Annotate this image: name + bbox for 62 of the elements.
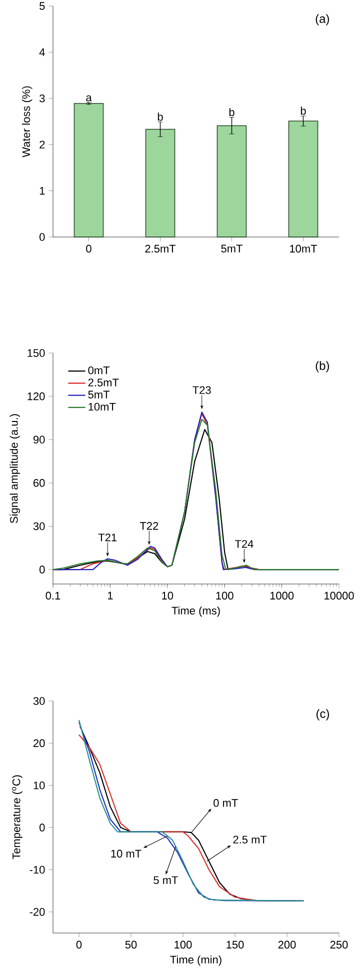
y-tick-label: 90 bbox=[33, 436, 45, 444]
x-axis-title: Time (ms) bbox=[172, 606, 220, 617]
y-tick-label: 2 bbox=[40, 140, 45, 148]
x-tick-label: 0 bbox=[86, 244, 92, 253]
x-tick-label: 2.5mT bbox=[145, 244, 176, 253]
bar bbox=[216, 125, 247, 238]
y-tick-label: 4 bbox=[39, 48, 45, 56]
x-tick-label: 10mT bbox=[290, 244, 318, 253]
x-tick-label: 1000 bbox=[270, 592, 294, 600]
y-tick-label: 20 bbox=[34, 739, 45, 748]
y-tick-label: 1 bbox=[40, 187, 45, 195]
annotation: 2.5 mT bbox=[233, 836, 267, 844]
bar bbox=[74, 103, 104, 238]
legend-label: 10mT bbox=[88, 402, 116, 411]
x-tick-label: 5mT bbox=[221, 244, 242, 252]
annotation: (c) bbox=[316, 709, 329, 720]
x-tick-label: 250 bbox=[330, 940, 348, 949]
annotation: b bbox=[300, 106, 306, 115]
x-tick-label: 100 bbox=[216, 592, 234, 600]
annotation: 5 mT bbox=[154, 876, 178, 884]
annotation: a bbox=[86, 95, 92, 102]
y-tick-label: 30 bbox=[33, 522, 45, 530]
bar bbox=[145, 128, 176, 238]
y-tick-label: 5 bbox=[40, 2, 45, 10]
annotation: T21 bbox=[98, 534, 117, 542]
y-tick-label: 0 bbox=[40, 566, 45, 574]
annotation: T24 bbox=[234, 540, 254, 548]
y-tick-label: 120 bbox=[28, 392, 45, 400]
legend-label: 5mT bbox=[88, 390, 110, 398]
y-tick-label: 30 bbox=[33, 697, 45, 705]
legend-label: 2.5mT bbox=[88, 378, 119, 386]
annotation: b bbox=[229, 108, 234, 116]
y-axis-title: Signal amplitude (a.u.) bbox=[10, 414, 20, 524]
y-tick-label: -10 bbox=[30, 866, 45, 874]
x-axis-title: Time (min) bbox=[170, 955, 222, 966]
x-tick-label: 0.1 bbox=[46, 592, 60, 600]
y-tick-label: 3 bbox=[40, 94, 45, 102]
legend-label: 0mT bbox=[88, 366, 110, 374]
y-tick-label: 10 bbox=[34, 781, 45, 790]
x-tick-label: 50 bbox=[125, 940, 137, 949]
y-tick-label: 0 bbox=[40, 824, 45, 832]
y-axis-title: Water loss (%) bbox=[22, 86, 32, 158]
annotation: T22 bbox=[140, 522, 158, 530]
annotation: T23 bbox=[192, 386, 211, 394]
y-tick-label: 0 bbox=[40, 233, 45, 241]
x-tick-label: 100 bbox=[174, 940, 192, 949]
annotation: 10 mT bbox=[111, 850, 142, 858]
x-tick-label: 150 bbox=[226, 940, 244, 949]
annotation: (b) bbox=[316, 361, 329, 372]
y-tick-label: 150 bbox=[28, 349, 45, 357]
y-tick-label: 60 bbox=[34, 479, 45, 487]
x-tick-label: 1 bbox=[108, 592, 113, 600]
bar bbox=[288, 120, 318, 238]
x-tick-label: 10 bbox=[162, 592, 174, 600]
x-tick-label: 200 bbox=[278, 940, 296, 949]
annotation: (a) bbox=[316, 14, 329, 26]
annotation: 0 mT bbox=[214, 799, 238, 807]
annotation: b bbox=[158, 112, 163, 121]
y-tick-label: -20 bbox=[30, 908, 45, 916]
x-tick-label: 0 bbox=[76, 940, 82, 949]
x-tick-label: 10000 bbox=[324, 592, 354, 600]
y-axis-title: Temperature ($^{o}$C) bbox=[12, 775, 22, 860]
